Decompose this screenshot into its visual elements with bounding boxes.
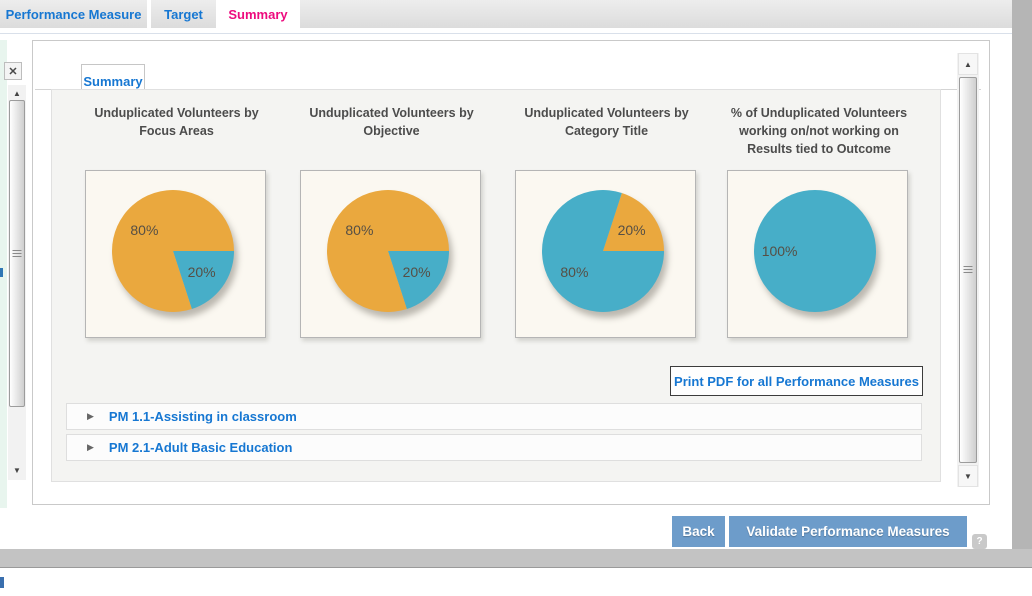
- print-pdf-button[interactable]: Print PDF for all Performance Measures: [670, 366, 923, 396]
- help-icon[interactable]: ?: [972, 534, 987, 549]
- svg-text:80%: 80%: [560, 264, 588, 280]
- pie-chart-focus-areas: 20% 80%: [85, 170, 266, 338]
- scrollbar-grip-icon: [12, 249, 22, 258]
- tab-label: Performance Measure: [5, 6, 142, 22]
- svg-text:20%: 20%: [618, 222, 646, 238]
- tab-performance-measure[interactable]: Performance Measure: [0, 0, 147, 28]
- svg-text:20%: 20%: [403, 264, 431, 280]
- print-pdf-label: Print PDF for all Performance Measures: [674, 373, 919, 389]
- scrollbar-grip-icon: [963, 266, 973, 274]
- chart-title: % of Unduplicated Volunteers working on/…: [730, 106, 908, 157]
- left-scrollbar-thumb[interactable]: [9, 100, 25, 407]
- main-tab-bar: Performance Measure Target Summary: [0, 0, 1012, 28]
- summary-section: Unduplicated Volunteers by Focus Areas U…: [51, 89, 941, 482]
- accordion-label: PM 2.1-Adult Basic Education: [108, 440, 293, 455]
- svg-text:80%: 80%: [130, 222, 158, 238]
- svg-text:20%: 20%: [188, 264, 216, 280]
- scroll-up-icon[interactable]: ▲: [13, 88, 21, 98]
- expand-arrow-icon: ▶: [87, 442, 94, 452]
- tab-summary[interactable]: Summary: [220, 0, 296, 28]
- clipped-text-fragment: [0, 577, 4, 588]
- expand-arrow-icon: ▶: [87, 411, 94, 421]
- tab-bar-filler: [300, 0, 1012, 28]
- header-divider: [0, 33, 1012, 34]
- panel-scrollbar-thumb[interactable]: [959, 77, 977, 463]
- validate-performance-measures-button[interactable]: Validate Performance Measures: [729, 516, 967, 547]
- scroll-down-icon[interactable]: ▼: [13, 465, 21, 475]
- tab-label: Summary: [228, 6, 288, 22]
- chart-title: Unduplicated Volunteers by Focus Areas: [94, 106, 259, 139]
- accordion-pm-1-1[interactable]: ▶ PM 1.1-Assisting in classroom: [66, 403, 922, 430]
- content-panel: Summary Unduplicated Volunteers by Focus…: [32, 40, 990, 505]
- pie-chart-category-title: 20% 80%: [515, 170, 696, 338]
- back-button[interactable]: Back: [672, 516, 725, 547]
- chart-title: Unduplicated Volunteers by Category Titl…: [524, 106, 689, 139]
- subtab-label: Summary: [83, 73, 143, 89]
- bottom-gray-bar: [0, 549, 1032, 568]
- chart-title: Unduplicated Volunteers by Objective: [309, 106, 474, 139]
- tab-label: Target: [164, 6, 203, 22]
- left-clipped-panel: [0, 40, 7, 508]
- validate-button-label: Validate Performance Measures: [746, 524, 950, 539]
- accordion-pm-2-1[interactable]: ▶ PM 2.1-Adult Basic Education: [66, 434, 922, 461]
- svg-text:100%: 100%: [762, 243, 798, 259]
- pie-chart-outcome: 100%: [727, 170, 908, 338]
- scroll-down-icon[interactable]: ▼: [958, 465, 978, 487]
- right-gray-strip: [1012, 0, 1032, 550]
- accordion-label: PM 1.1-Assisting in classroom: [108, 409, 297, 424]
- tab-target[interactable]: Target: [151, 0, 216, 28]
- close-icon[interactable]: ✕: [4, 62, 22, 80]
- scroll-up-icon[interactable]: ▲: [958, 53, 978, 75]
- svg-text:80%: 80%: [345, 222, 373, 238]
- pie-chart-objective: 20% 80%: [300, 170, 481, 338]
- back-button-label: Back: [682, 524, 715, 539]
- clipped-text-fragment: [0, 268, 3, 277]
